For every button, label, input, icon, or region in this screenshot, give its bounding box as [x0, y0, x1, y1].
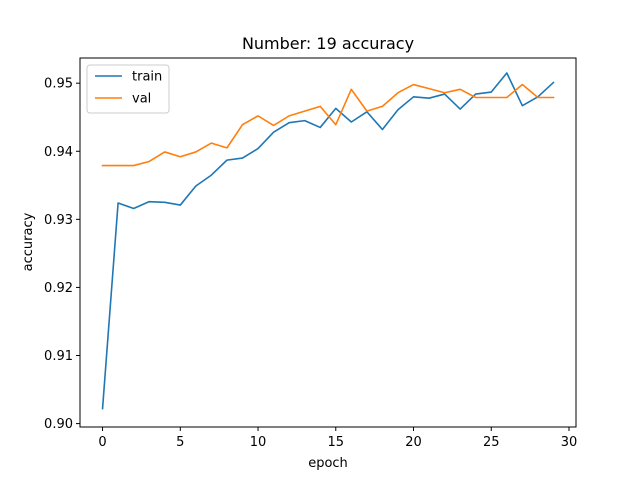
y-tick-label: 0.95: [44, 77, 73, 92]
chart-title: Number: 19 accuracy: [242, 34, 414, 53]
y-tick-label: 0.92: [44, 281, 73, 296]
plot-area: [101, 72, 555, 410]
x-tick-label: 0: [98, 435, 106, 450]
y-tick-label: 0.94: [44, 145, 73, 160]
y-tick-label: 0.90: [44, 417, 73, 432]
y-tick-label: 0.93: [44, 213, 73, 228]
legend-label-train: train: [132, 70, 162, 85]
x-tick-label: 30: [561, 435, 578, 450]
y-axis-label: accuracy: [21, 212, 36, 271]
x-tick-label: 5: [176, 435, 184, 450]
series-line-train: [101, 72, 555, 410]
y-axis: 0.90 0.91 0.92 0.93 0.94 0.95: [44, 77, 80, 432]
series-line-val: [101, 83, 555, 167]
x-tick-label: 20: [405, 435, 422, 450]
y-tick-label: 0.91: [44, 349, 73, 364]
x-axis-label: epoch: [308, 456, 348, 471]
plot-frame: [79, 57, 577, 428]
legend: train val: [86, 64, 170, 114]
x-tick-label: 25: [483, 435, 500, 450]
x-tick-label: 10: [250, 435, 267, 450]
x-axis: 0 5 10 15 20 25 30: [98, 427, 577, 450]
x-tick-label: 15: [328, 435, 345, 450]
legend-box: [86, 64, 170, 114]
legend-label-val: val: [132, 92, 151, 107]
